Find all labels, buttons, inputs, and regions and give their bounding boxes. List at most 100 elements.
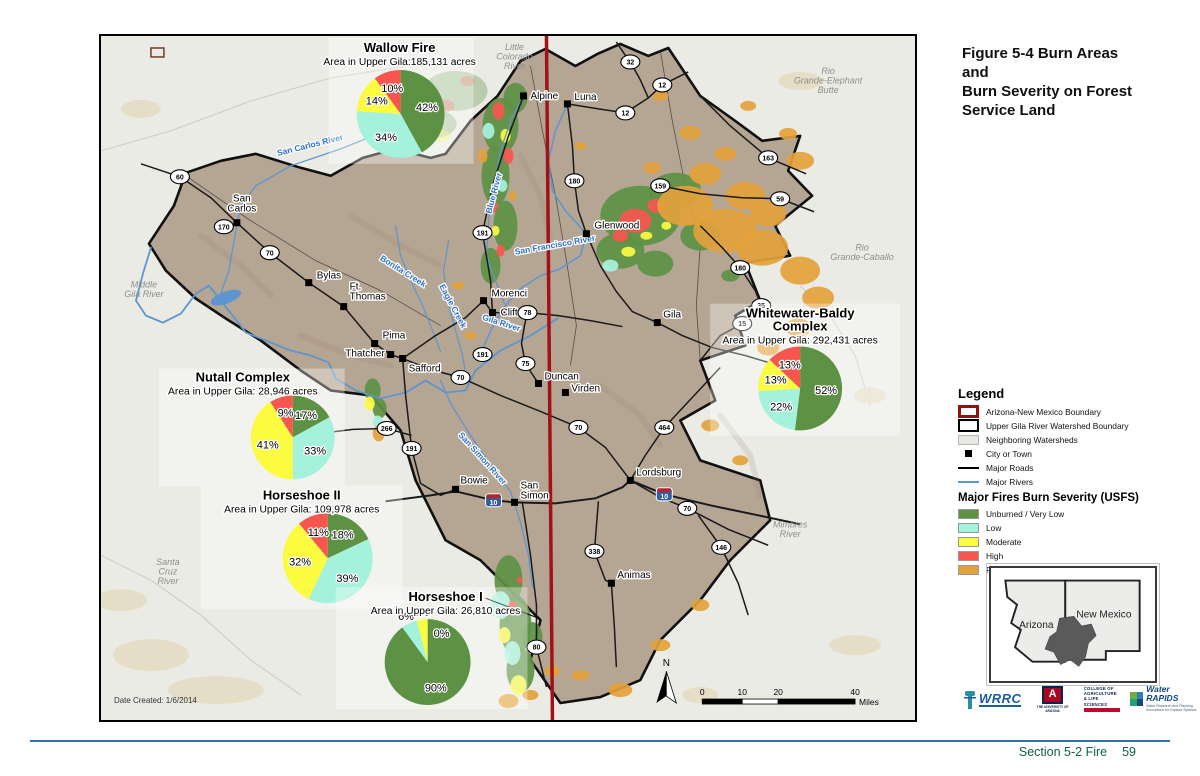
town-marker	[519, 92, 527, 100]
fire-perimeter-patch	[650, 639, 671, 652]
pie-slice	[374, 69, 401, 114]
highway-shield	[472, 346, 493, 363]
scale-tick-label: 10	[738, 687, 748, 697]
burn-severity-patch	[372, 398, 387, 419]
road	[521, 503, 548, 688]
road	[697, 93, 807, 175]
town-marker	[452, 485, 460, 493]
footer: Section 5-2 Fire 59	[1019, 745, 1136, 759]
pie-area-label: Area in Upper Gila: 109,978 acres	[224, 504, 379, 515]
legend-swatch	[958, 434, 979, 445]
road	[140, 163, 238, 224]
fire-perimeter-patch	[732, 455, 749, 466]
college-red-bar	[1083, 707, 1120, 713]
fire-perimeter-patch	[679, 125, 702, 140]
highway-shield-number: 35	[757, 303, 765, 310]
legend-swatch	[958, 522, 979, 533]
legend-label: Upper Gila River Watershed Boundary	[986, 420, 1129, 431]
burn-severity-patch	[612, 229, 629, 242]
fire-perimeter-patch	[452, 281, 465, 290]
pie-slice-label: 90%	[425, 682, 447, 694]
fire-perimeter-patch	[701, 419, 720, 432]
burn-severity-patch	[596, 232, 645, 269]
neighbor-watershed-line	[101, 63, 421, 152]
pie-slice-label: 18%	[332, 530, 354, 542]
legend: Legend Arizona-New Mexico Boundary Upper …	[958, 386, 1176, 577]
highway-shield-number: 70	[683, 506, 691, 513]
pie-slice	[356, 78, 401, 114]
town-marker	[626, 476, 634, 484]
fire-perimeter-patch	[498, 694, 519, 709]
burn-severity-patch	[496, 244, 505, 257]
burn-severity-patch	[491, 225, 500, 236]
town-marker	[563, 100, 571, 108]
legend-swatch	[958, 463, 979, 473]
inset-watershed-shape	[1044, 616, 1097, 667]
background-terrain-patch	[101, 589, 147, 612]
pie-slice	[384, 619, 471, 706]
highway-shield-number: 163	[762, 155, 774, 162]
highway-shield-number: 12	[621, 110, 629, 117]
pie-title: Wallow Fire	[364, 40, 436, 55]
neighbor-watershed-label: Santa Cruz River	[156, 557, 179, 586]
pie-slice-label: 6%	[398, 611, 414, 623]
inset-map: Arizona New Mexico	[986, 563, 1160, 686]
scale-unit-label: Miles	[859, 697, 879, 707]
legend-label: Unburned / Very Low	[986, 508, 1065, 519]
road	[629, 479, 801, 526]
legend-item: Upper Gila River Watershed Boundary	[958, 419, 1176, 432]
pie-area-label: Area in Upper Gila: 28,946 acres	[168, 386, 318, 397]
hillshade-stroke	[597, 382, 664, 449]
legend-item: Major Roads	[958, 461, 1176, 474]
pie-slice-label: 42%	[416, 102, 438, 114]
highway-shield	[770, 191, 791, 207]
highway-shield	[652, 77, 673, 93]
town-marker	[305, 279, 313, 287]
highway-shield	[730, 260, 751, 276]
fire-perimeter-patch	[714, 146, 737, 161]
burn-severity-patch	[490, 591, 511, 620]
north-arrow-icon	[665, 670, 678, 705]
burn-severity-patch	[492, 101, 505, 120]
background-terrain-patch	[120, 99, 161, 118]
legend-swatch	[958, 477, 979, 487]
legend-swatch	[958, 536, 979, 547]
map-panel: San Carlos River Bonita Creek Eagle Creek B…	[99, 34, 917, 722]
pie-slice-label: 4%	[413, 607, 429, 619]
burn-severity-patch	[602, 259, 619, 272]
town-marker	[561, 388, 569, 396]
pie-slice	[327, 513, 369, 559]
fire-perimeter-patch	[689, 162, 722, 185]
highway-shield-number: 266	[381, 426, 393, 433]
highway-shield-number: 464	[658, 425, 670, 432]
town-label: Gila	[663, 310, 681, 321]
legend-label: Neighboring Watersheds	[986, 434, 1078, 445]
highway-shield	[751, 298, 772, 314]
neighbor-watershed-label: Middle Gila River	[124, 280, 164, 299]
highway-shield	[169, 169, 190, 185]
town-marker	[607, 579, 615, 587]
river	[395, 225, 442, 353]
town-label: Thatcher	[345, 349, 385, 360]
legend-item: Major Rivers	[958, 475, 1176, 488]
pie-slice-label: 0%	[434, 628, 450, 640]
road	[328, 427, 412, 437]
wrrc-logo: WRRC	[964, 689, 1022, 709]
pie-slice	[402, 620, 428, 663]
legend-label: High	[986, 550, 1004, 561]
ua-block-a-icon: A	[1042, 685, 1064, 704]
footer-section-label: Section 5-2 Fire	[1018, 745, 1108, 759]
burn-severity-patch	[497, 179, 508, 192]
fire-perimeter-patch	[725, 181, 766, 210]
pie-slice-label: 33%	[304, 446, 326, 458]
town-label: Ft. Thomas	[350, 282, 386, 303]
town-marker	[534, 379, 542, 387]
background-terrain-patch	[112, 639, 189, 672]
town-label: San Carlos	[227, 194, 256, 215]
legend-swatch	[958, 405, 979, 418]
north-label: N	[663, 658, 670, 669]
fire-perimeter-patch	[780, 256, 821, 285]
highway-shield	[654, 419, 675, 435]
town-label: Pima	[383, 331, 406, 342]
